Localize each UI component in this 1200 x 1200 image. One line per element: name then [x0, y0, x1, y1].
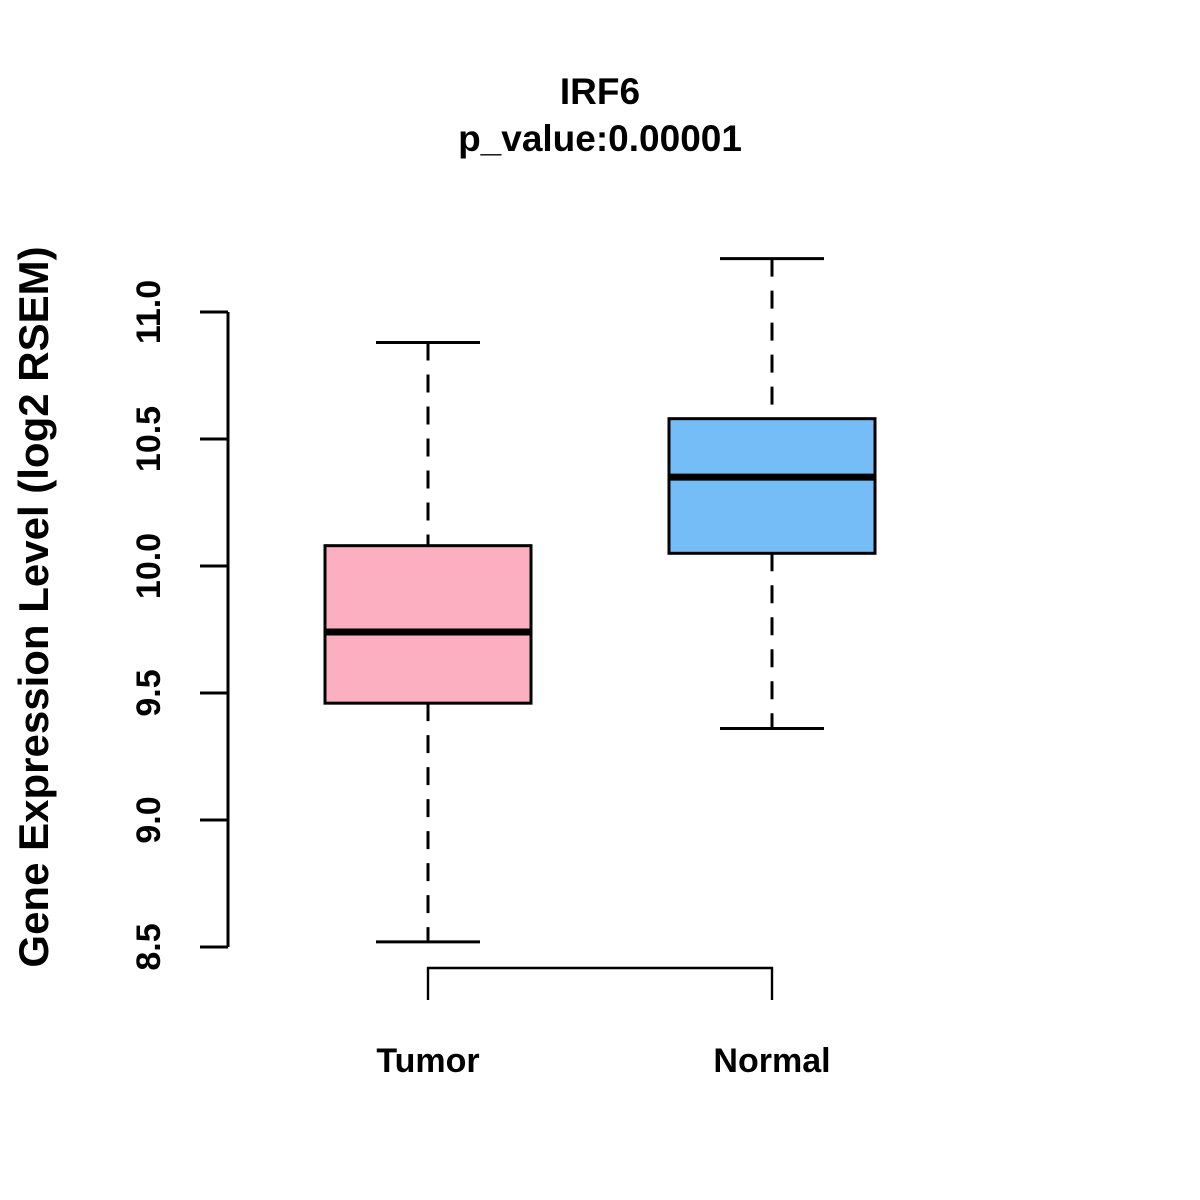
boxes — [323, 257, 877, 944]
y-tick-label: 11.0 — [130, 280, 168, 344]
x-axis-bracket — [426, 966, 774, 1000]
iqr-box — [323, 544, 533, 705]
y-axis — [200, 310, 230, 949]
chart-title: IRF6 — [560, 71, 640, 112]
y-tick-label: 9.0 — [130, 796, 168, 843]
y-tick-labels: 8.5 9.0 9.5 10.0 10.5 11.0 — [130, 280, 168, 971]
box-group-tumor — [323, 340, 533, 944]
y-tick-label: 10.5 — [130, 406, 168, 472]
y-tick-label: 8.5 — [130, 923, 168, 970]
x-axis-bracket-line — [426, 966, 774, 1000]
y-axis-label: Gene Expression Level (log2 RSEM) — [10, 246, 57, 967]
chart-subtitle: p_value:0.00001 — [458, 118, 742, 159]
x-category-label: Normal — [713, 1042, 830, 1080]
y-tick-label: 9.5 — [130, 669, 168, 716]
box-group-normal — [667, 257, 877, 731]
x-category-labels: Tumor Normal — [376, 1042, 830, 1080]
y-tick-label: 10.0 — [130, 533, 168, 599]
x-category-label: Tumor — [376, 1042, 479, 1080]
y-axis-line — [200, 310, 230, 949]
iqr-box — [667, 417, 877, 555]
